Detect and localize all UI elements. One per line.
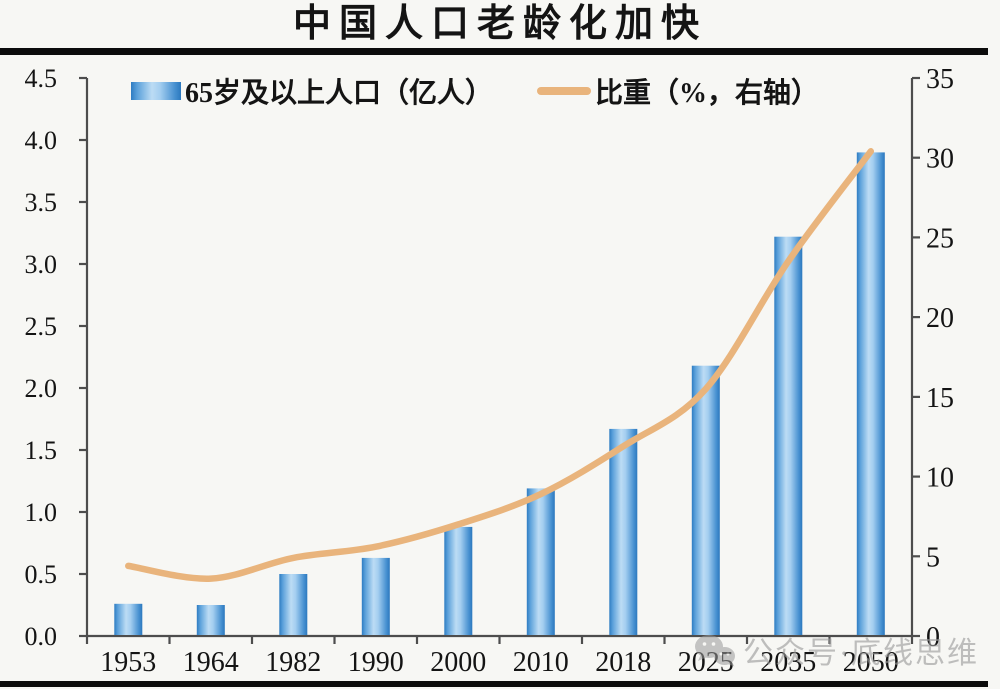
x-axis-category-label: 2010 — [513, 647, 569, 678]
right-axis-tick-label: 25 — [926, 223, 954, 254]
bar-2010 — [526, 488, 555, 635]
x-axis-category-label: 1953 — [100, 647, 156, 678]
legend-line-swatch — [537, 87, 592, 95]
legend-line-label: 比重（%，右轴） — [595, 78, 820, 109]
top-divider — [0, 48, 988, 55]
left-axis-tick-label: 2.0 — [25, 374, 58, 403]
left-axis-tick-label: 4.0 — [25, 126, 58, 155]
bar-2025 — [691, 365, 720, 635]
bar-2035 — [774, 236, 803, 635]
legend: 65岁及以上人口（亿人） 比重（%，右轴） — [131, 76, 819, 109]
left-axis-tick-label: 4.5 — [25, 64, 58, 93]
x-axis-category-label: 2018 — [595, 647, 651, 678]
bar-1990 — [361, 557, 390, 635]
x-axis-category-label: 2025 — [678, 647, 734, 678]
right-axis-tick-label: 10 — [926, 463, 954, 494]
x-axis-category-label: 2050 — [843, 647, 899, 678]
x-axis-category-label: 1982 — [265, 647, 321, 678]
bar-1953 — [114, 603, 143, 635]
bar-1964 — [196, 605, 225, 635]
ratio-line — [125, 148, 875, 582]
x-axis-category-label: 1990 — [348, 647, 404, 678]
x-axis-category-label: 1964 — [183, 647, 239, 678]
right-axis-tick-label: 35 — [926, 64, 954, 95]
right-axis-tick-label: 30 — [926, 144, 954, 175]
left-axis-tick-label: 0.0 — [25, 622, 58, 651]
right-axis-tick-label: 15 — [926, 383, 954, 414]
right-axis-tick-label: 0 — [926, 622, 940, 653]
right-axis-tick-label: 20 — [926, 303, 954, 334]
chart-title: 中国人口老龄化加快 — [292, 3, 707, 45]
legend-bar-swatch — [131, 82, 181, 100]
legend-bar-label: 65岁及以上人口（亿人） — [185, 78, 494, 109]
left-axis-tick-label: 1.5 — [25, 436, 58, 465]
bar-1982 — [279, 574, 308, 635]
bottom-divider — [0, 681, 988, 687]
bar-2000 — [444, 526, 473, 635]
left-axis-tick-label: 1.0 — [25, 498, 58, 527]
left-axis-tick-label: 3.5 — [25, 188, 58, 217]
bar-2018 — [609, 428, 638, 635]
right-axis-tick-label: 5 — [926, 542, 940, 573]
bar-2050 — [856, 152, 885, 635]
x-axis-category-label: 2035 — [760, 647, 816, 678]
left-axis-tick-label: 3.0 — [25, 250, 58, 279]
x-axis-category-label: 2000 — [430, 647, 486, 678]
left-axis-tick-label: 0.5 — [25, 560, 58, 589]
left-axis-tick-label: 2.5 — [25, 312, 58, 341]
